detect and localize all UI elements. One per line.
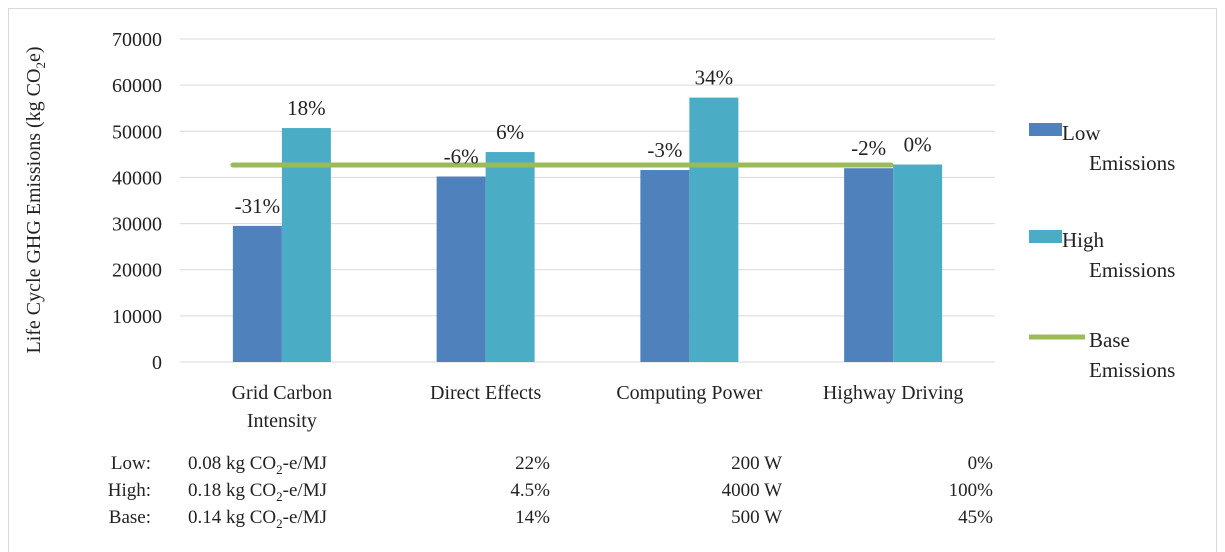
y-tick-label: 70000 bbox=[112, 29, 162, 51]
y-tick-label: 0 bbox=[152, 352, 162, 374]
data-label: 0% bbox=[904, 133, 932, 157]
data-label: 34% bbox=[695, 66, 734, 90]
chart-frame bbox=[8, 8, 1217, 552]
bar-high-2 bbox=[689, 97, 739, 362]
data-label: -2% bbox=[851, 136, 886, 160]
legend-swatch-1 bbox=[1029, 230, 1062, 243]
y-tick-label: 20000 bbox=[112, 260, 162, 282]
table-row-label: Low: bbox=[111, 453, 151, 474]
bar-high-3 bbox=[893, 164, 943, 362]
y-axis-label-group: Life Cycle GHG Emissions (kg CO2e) bbox=[23, 46, 48, 353]
y-tick-label: 10000 bbox=[112, 306, 162, 328]
table-row-label: High: bbox=[108, 480, 151, 501]
category-label: Intensity bbox=[247, 410, 317, 432]
table-cell: 22% bbox=[515, 453, 550, 474]
table-cell: 4.5% bbox=[510, 480, 550, 501]
bar-low-3 bbox=[844, 168, 894, 362]
table-cell: 0.18 kg CO2-e/MJ bbox=[188, 480, 327, 504]
y-axis-ticks: 0 10000 20000 30000 40000 50000 60000 70000 bbox=[112, 29, 162, 374]
table-row-label: Base: bbox=[109, 507, 151, 528]
legend-label: Emissions bbox=[1089, 358, 1175, 382]
legend-label: Low bbox=[1062, 121, 1101, 145]
y-tick-label: 40000 bbox=[112, 167, 162, 189]
data-label: -6% bbox=[444, 145, 479, 169]
data-label: -31% bbox=[235, 194, 281, 218]
table-cell: 4000 W bbox=[722, 480, 782, 501]
data-labels: -31% -6% -3% -2% 18% 6% 34% 0% bbox=[235, 66, 932, 218]
data-label: 6% bbox=[496, 120, 524, 144]
bar-high-1 bbox=[485, 152, 535, 362]
legend-label: Base bbox=[1089, 328, 1130, 352]
data-label: -3% bbox=[647, 138, 682, 162]
legend-swatch-0 bbox=[1029, 123, 1062, 136]
table-cell: 200 W bbox=[731, 453, 782, 474]
category-labels: Grid Carbon Intensity Direct Effects Comput… bbox=[232, 382, 964, 432]
y-tick-label: 50000 bbox=[112, 121, 162, 143]
legend: Low Emissions High Emissions Base Emissions bbox=[1029, 121, 1175, 382]
bars bbox=[232, 97, 943, 362]
category-label: Highway Driving bbox=[823, 382, 964, 404]
y-tick-label: 60000 bbox=[112, 75, 162, 97]
table-cell: 0% bbox=[968, 453, 994, 474]
y-axis-label: Life Cycle GHG Emissions (kg CO2e) bbox=[23, 46, 48, 353]
legend-label: High bbox=[1062, 228, 1105, 252]
table-cell: 45% bbox=[958, 507, 993, 528]
data-label: 18% bbox=[287, 96, 326, 120]
y-tick-label: 30000 bbox=[112, 214, 162, 236]
legend-label: Emissions bbox=[1089, 258, 1175, 282]
parameter-table: Low: 0.08 kg CO2-e/MJ 22% 200 W 0% High: 0.18 … bbox=[108, 453, 993, 531]
table-cell: 14% bbox=[515, 507, 550, 528]
category-label: Direct Effects bbox=[430, 382, 541, 404]
bar-low-0 bbox=[232, 225, 282, 362]
table-cell: 0.08 kg CO2-e/MJ bbox=[188, 453, 327, 477]
table-cell: 0.14 kg CO2-e/MJ bbox=[188, 507, 327, 531]
table-cell: 500 W bbox=[731, 507, 782, 528]
category-label: Computing Power bbox=[616, 382, 762, 404]
table-cell: 100% bbox=[949, 480, 994, 501]
bar-low-1 bbox=[436, 176, 486, 362]
legend-label: Emissions bbox=[1089, 151, 1175, 175]
bar-low-2 bbox=[640, 170, 690, 362]
category-label: Grid Carbon bbox=[232, 382, 333, 404]
